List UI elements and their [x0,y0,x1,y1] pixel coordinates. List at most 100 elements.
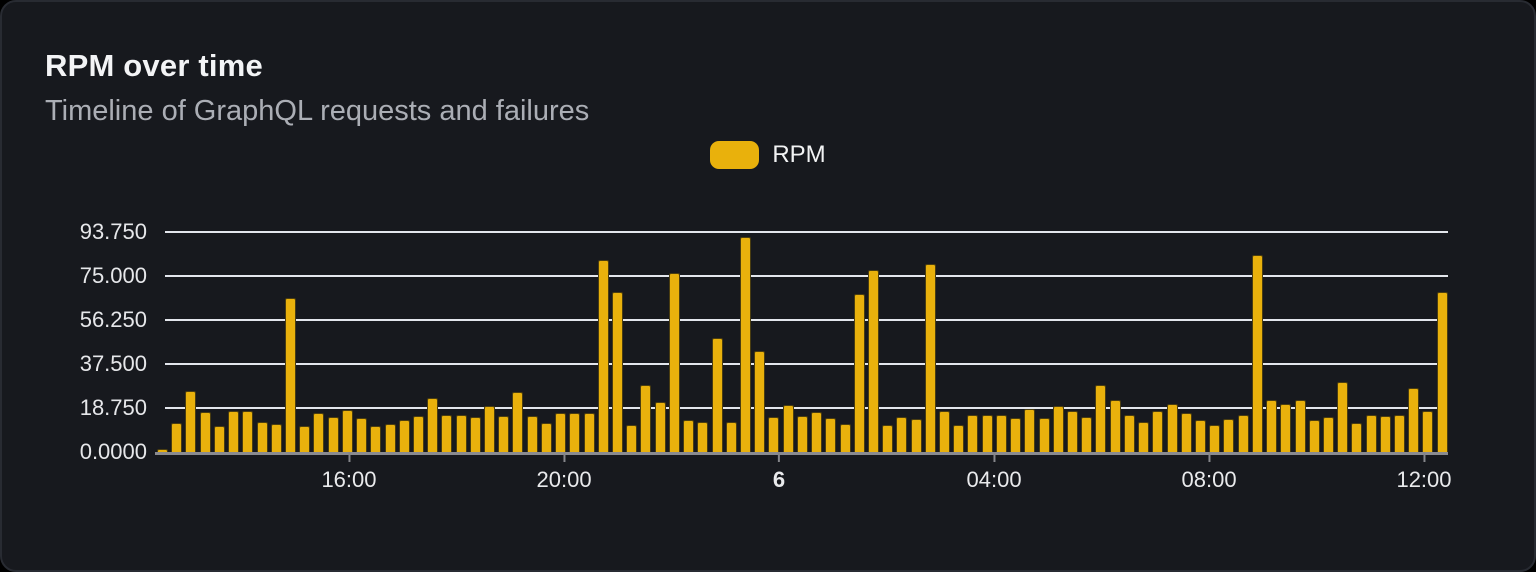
bar[interactable] [313,413,325,452]
bar[interactable] [498,415,510,452]
x-axis-label: 04:00 [966,467,1022,492]
bar[interactable] [1237,414,1249,452]
bar[interactable] [412,415,424,452]
bar[interactable] [583,413,595,452]
bar[interactable] [1379,415,1391,452]
bar[interactable] [1422,410,1434,452]
bar[interactable] [185,391,197,452]
bar[interactable] [1394,414,1406,452]
bar[interactable] [398,420,410,452]
bar[interactable] [341,409,353,452]
bar[interactable] [555,413,567,452]
plot-area: 0.0000 18.750 37.500 56.250 75.000 93.750 16:… [80,219,1452,492]
bar[interactable] [199,412,211,452]
bar[interactable] [1308,420,1320,452]
bar[interactable] [569,413,581,452]
bar[interactable] [967,414,979,452]
bar[interactable] [811,412,823,452]
bar[interactable] [284,298,296,452]
bar[interactable] [242,410,254,452]
bar[interactable] [882,425,894,452]
x-axis-tick: 6 [773,452,785,493]
bar[interactable] [327,416,339,452]
bar[interactable] [526,415,538,452]
bar[interactable] [228,410,240,452]
bar[interactable] [768,416,780,452]
bar[interactable] [1052,406,1064,452]
bar[interactable] [299,426,311,452]
bar[interactable] [853,293,865,452]
bar[interactable] [1166,403,1178,452]
bar[interactable] [1194,420,1206,452]
bar[interactable] [1209,425,1221,452]
bar[interactable] [725,421,737,452]
bar[interactable] [1351,422,1363,452]
bar[interactable] [1337,381,1349,452]
legend-item-rpm[interactable]: RPM [710,141,826,169]
bar[interactable] [256,421,268,452]
bar[interactable] [711,338,723,452]
bar[interactable] [1152,410,1164,452]
bar[interactable] [1266,400,1278,452]
y-axis-label: 0.0000 [79,439,147,464]
bar[interactable] [469,416,481,452]
y-axis-label: 37.500 [79,351,147,376]
bar[interactable] [640,385,652,452]
bar[interactable] [1408,387,1420,452]
bar[interactable] [896,416,908,452]
bar[interactable] [1365,414,1377,452]
bar[interactable] [1322,416,1334,452]
bar[interactable] [953,425,965,452]
bar[interactable] [924,264,936,452]
bar[interactable] [1180,413,1192,452]
bar[interactable] [427,398,439,452]
bar[interactable] [1251,254,1263,452]
bar[interactable] [796,415,808,452]
bar[interactable] [1294,400,1306,452]
y-axis-label: 93.750 [79,219,147,244]
bar[interactable] [867,270,879,452]
bar[interactable] [939,410,951,452]
bar[interactable] [1038,418,1050,452]
bar[interactable] [825,418,837,452]
y-axis-label: 75.000 [79,263,147,288]
bar[interactable] [157,449,168,452]
bar[interactable] [981,414,993,452]
bar[interactable] [910,419,922,452]
bar[interactable] [782,405,794,452]
bar[interactable] [213,426,225,452]
bar[interactable] [356,418,368,452]
bar[interactable] [1067,410,1078,452]
bar[interactable] [1123,414,1135,452]
bar[interactable] [697,421,709,452]
bar[interactable] [370,426,382,452]
bar[interactable] [839,423,851,452]
bar[interactable] [995,414,1007,452]
bar[interactable] [754,351,766,452]
bar[interactable] [683,420,695,452]
bar[interactable] [1223,419,1235,452]
bar[interactable] [1010,418,1022,452]
bar[interactable] [597,259,609,452]
bar[interactable] [1109,400,1121,452]
bar[interactable] [612,292,623,452]
bar[interactable] [171,422,183,452]
bar[interactable] [270,423,282,452]
bar[interactable] [654,401,666,452]
tick-mark [1208,452,1211,462]
bar[interactable] [626,425,638,452]
bar[interactable] [1024,408,1036,452]
bar[interactable] [1280,403,1292,452]
bar[interactable] [512,392,524,452]
bar[interactable] [1436,292,1448,452]
bar[interactable] [484,406,496,452]
bar[interactable] [739,237,751,452]
bar[interactable] [1081,416,1093,452]
bar[interactable] [441,414,453,452]
bar[interactable] [455,414,467,452]
bar[interactable] [668,272,680,452]
bar[interactable] [540,422,552,452]
bar[interactable] [1138,421,1150,452]
bar[interactable] [384,423,396,452]
bar[interactable] [1095,385,1107,452]
